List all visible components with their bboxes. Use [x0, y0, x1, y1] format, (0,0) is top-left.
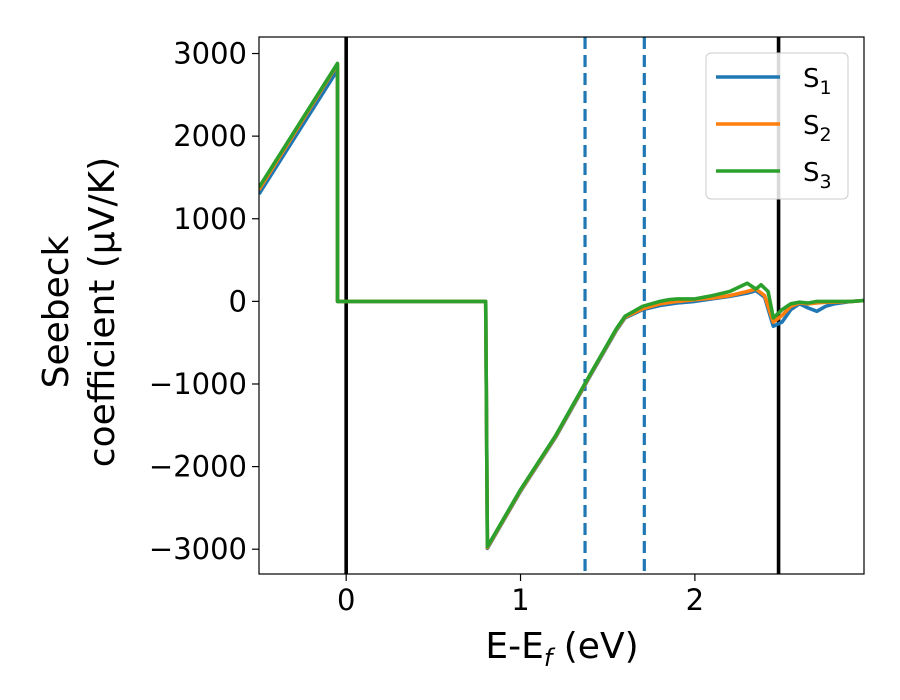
plot-frame — [258, 36, 865, 575]
x-axis-title-unit: (eV) — [552, 626, 638, 667]
x-tick-label: 0 — [337, 583, 355, 617]
y-axis-title: Seebeck coefficient (μV/K) — [36, 157, 123, 467]
legend-label-S3: S3 — [803, 158, 832, 193]
legend-label-S2: S2 — [803, 111, 832, 146]
y-tick-label: 2000 — [173, 119, 247, 153]
x-tick-label: 2 — [686, 583, 704, 617]
legend-label-S1: S1 — [803, 64, 832, 99]
y-axis-title-line1: Seebeck — [36, 235, 77, 388]
y-tick-label: −2000 — [149, 450, 247, 484]
y-tick-label: −1000 — [149, 367, 247, 401]
y-tick-label: 1000 — [173, 202, 247, 236]
series-lines — [259, 61, 864, 551]
x-axis-title-main: E-E — [485, 626, 543, 667]
x-axis-title: E-Ef (eV) — [485, 626, 638, 672]
y-tick-label: 3000 — [173, 37, 247, 71]
legend: S1 S2 S3 — [705, 52, 849, 200]
y-axis: −3000 −2000 −1000 0 1000 2000 3000 — [149, 37, 259, 566]
y-tick-label: 0 — [229, 284, 247, 318]
x-axis: 0 1 2 — [337, 574, 704, 617]
legend-box — [705, 52, 849, 200]
x-tick-label: 1 — [511, 583, 529, 617]
y-tick-label: −3000 — [149, 532, 247, 566]
series-line-S3 — [259, 61, 864, 549]
y-axis-title-line2: coefficient (μV/K) — [82, 157, 123, 467]
